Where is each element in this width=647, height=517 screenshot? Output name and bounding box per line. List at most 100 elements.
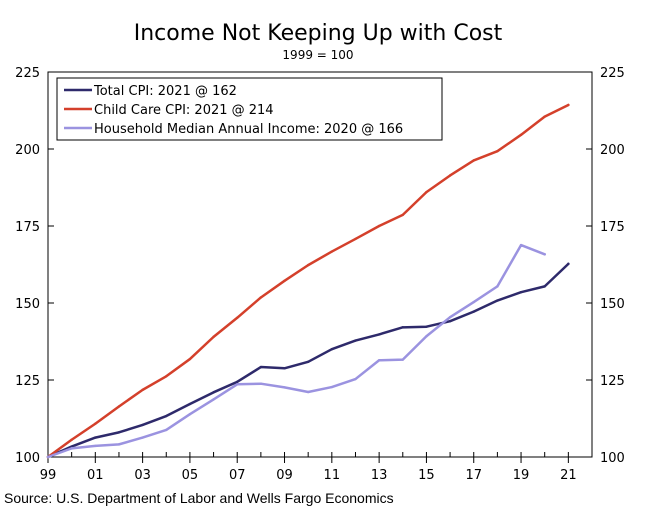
data-point [283,279,286,283]
data-point [401,358,404,361]
data-point [567,262,570,266]
data-point [188,412,192,416]
data-point [117,405,121,408]
x-tick-label: 05 [182,468,199,483]
data-point [330,250,334,253]
data-point [496,149,499,153]
y-tick-label-left: 125 [15,374,40,389]
x-tick-label: 99 [40,468,57,483]
series-lines [46,103,570,459]
data-point [94,436,97,439]
data-point [567,103,570,107]
x-tick-label: 11 [324,468,341,483]
data-point [141,436,144,439]
x-tick-label: 15 [418,468,435,483]
data-point [165,375,168,378]
data-point [117,431,121,434]
data-point [519,133,523,137]
y-tick-label-left: 150 [15,297,40,312]
data-point [283,367,286,370]
data-point [496,285,499,288]
legend-box [56,77,443,141]
y-tick-label-right: 125 [600,374,625,389]
data-point [117,443,121,446]
data-point [236,383,239,386]
data-point [401,326,404,329]
data-point [165,428,168,432]
data-point [543,115,546,118]
y-tick-label-right: 150 [600,297,625,312]
y-tick-label-left: 100 [15,451,40,466]
data-point [448,319,452,323]
y-tick-label-right: 100 [600,451,625,466]
legend-label-2: Child Care CPI: 2021 @ 214 [94,103,274,118]
x-tick-label: 09 [276,468,293,483]
data-point [354,339,357,342]
data-point [425,190,428,194]
data-point [236,316,239,319]
data-point [188,402,192,406]
data-point [519,243,523,247]
data-point [543,285,546,288]
source-note: Source: U.S. Department of Labor and Wel… [4,490,394,506]
data-point [330,385,334,389]
y-tick-label-right: 200 [600,143,625,158]
x-tick-label: 19 [513,468,530,483]
data-point [330,348,334,351]
y-tick-label-left: 200 [15,143,40,158]
data-point [425,325,428,328]
x-tick-label: 03 [134,468,151,483]
data-point [70,447,73,450]
x-tick-label: 17 [465,468,482,483]
x-tick-label: 21 [560,468,577,483]
data-point [94,422,97,425]
data-point [46,455,50,459]
data-point [377,333,381,336]
data-point [212,335,215,339]
data-point [448,315,452,319]
data-point [377,224,381,228]
data-point [377,359,381,362]
data-point [259,365,263,369]
data-point [283,386,286,389]
data-point [212,391,215,394]
plot-frame [47,71,593,458]
data-point [354,377,357,381]
data-point [306,360,310,364]
y-tick-label-right: 225 [600,66,625,81]
data-point [496,299,499,302]
legend-label-3: Household Median Annual Income: 2020 @ 1… [94,122,403,137]
data-point [306,263,310,267]
y-tick-label-left: 175 [15,220,40,235]
data-point [472,300,475,304]
data-point [165,414,168,418]
data-point [259,382,263,385]
legend-label-1: Total CPI: 2021 @ 162 [93,84,237,99]
data-point [236,380,239,384]
data-point [519,291,523,294]
series-line-3 [46,243,546,459]
x-tick-label: 01 [87,468,104,483]
data-point [94,444,97,448]
data-point [543,253,546,256]
series-line-1 [46,262,570,459]
data-point [141,388,144,392]
legend: Total CPI: 2021 @ 162 Child Care CPI: 202… [56,77,443,141]
data-point [448,174,452,177]
data-point [472,159,475,162]
data-point [354,237,357,241]
y-tick-label-right: 175 [600,220,625,235]
axes: 100 125 150 175 200 225 100 125 150 175 200 225 99 01… [15,66,625,483]
series-line-2 [46,103,570,459]
x-tick-label: 07 [229,468,246,483]
data-point [472,310,475,313]
data-point [306,390,310,394]
data-point [141,423,144,427]
data-point [188,357,192,361]
data-point [70,438,73,441]
data-point [425,335,428,338]
chart-title: Income Not Keeping Up with Cost [134,21,503,46]
data-point [401,213,404,217]
